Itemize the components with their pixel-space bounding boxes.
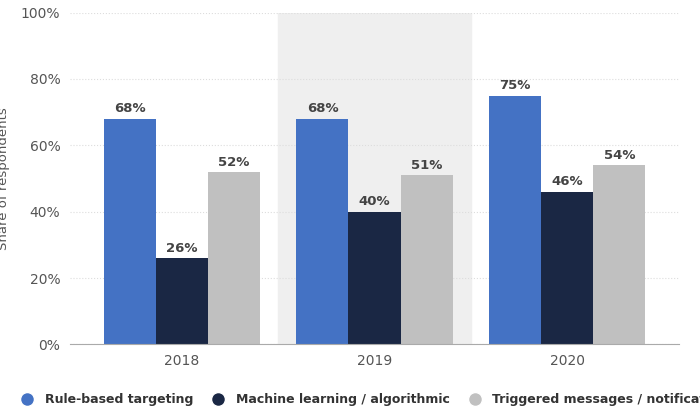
Bar <box>296 119 349 344</box>
Bar <box>278 13 471 344</box>
Text: 68%: 68% <box>307 102 338 116</box>
Text: 46%: 46% <box>552 176 583 189</box>
Text: 75%: 75% <box>500 79 531 92</box>
Y-axis label: Share of respondents: Share of respondents <box>0 107 10 250</box>
Text: 51%: 51% <box>411 159 442 172</box>
Bar <box>489 95 541 344</box>
Text: 68%: 68% <box>114 102 146 116</box>
Bar <box>541 192 593 344</box>
Bar <box>104 119 156 344</box>
Bar <box>593 165 645 344</box>
Bar <box>156 258 208 344</box>
Legend: Rule-based targeting, Machine learning / algorithmic, Triggered messages / notif: Rule-based targeting, Machine learning /… <box>10 388 700 411</box>
Text: 40%: 40% <box>358 195 391 208</box>
Bar <box>400 175 453 344</box>
Bar <box>349 212 400 344</box>
Text: 52%: 52% <box>218 155 249 168</box>
Text: 26%: 26% <box>166 242 197 255</box>
Bar <box>208 172 260 344</box>
Text: 54%: 54% <box>603 149 635 162</box>
